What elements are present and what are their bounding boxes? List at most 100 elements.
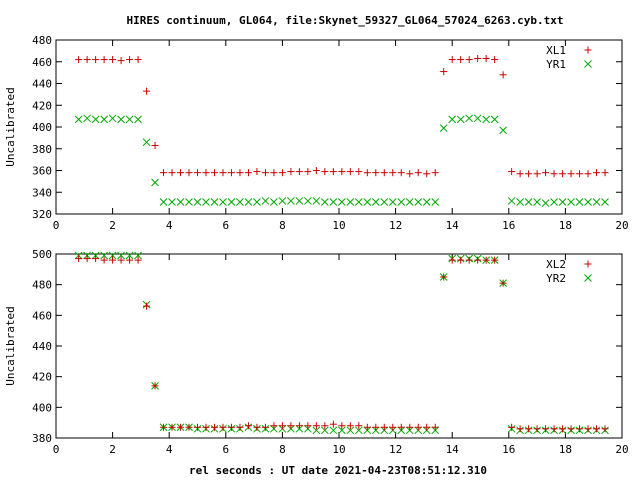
- data-point-xl1: [457, 56, 465, 64]
- data-point-yr1: [482, 115, 491, 124]
- data-point-xl1: [593, 169, 601, 177]
- data-point-yr1: [567, 198, 575, 206]
- x-tick-label: 6: [222, 443, 229, 456]
- data-point-xl1: [185, 169, 193, 177]
- data-point-yr2: [100, 251, 108, 260]
- data-point-yr1: [125, 115, 134, 124]
- data-point-xl2: [143, 302, 151, 310]
- data-point-yr2: [117, 251, 125, 260]
- data-point-xl2: [100, 256, 108, 264]
- data-point-xl2: [499, 279, 507, 287]
- data-point-xl1: [508, 168, 516, 176]
- y-tick-label: 420: [32, 99, 52, 112]
- data-point-xl2: [304, 422, 312, 430]
- data-point-yr2: [125, 251, 134, 260]
- data-point-xl2: [295, 422, 303, 430]
- plot-frame: [55, 39, 623, 215]
- data-point-yr1: [278, 197, 287, 205]
- x-tick-label: 12: [389, 443, 402, 456]
- data-point-xl2: [482, 256, 490, 264]
- bottom-panel: Uncalibrated 0 2 4 6 8 10 12 14 16 18 20 380 400 420 4…: [4, 248, 629, 456]
- data-point-xl2: [117, 256, 125, 264]
- data-point-xl1: [440, 68, 448, 76]
- data-point-yr1: [499, 126, 507, 135]
- x-tick-label: 8: [279, 443, 286, 456]
- data-point-yr1: [397, 198, 406, 206]
- x-tick-label: 6: [222, 219, 229, 232]
- data-point-xl2: [312, 422, 320, 430]
- x-tick-label: 10: [332, 443, 345, 456]
- data-point-yr1: [473, 114, 482, 123]
- y-tick-label: 320: [32, 208, 52, 221]
- legend-marker-yr1: [584, 60, 592, 68]
- data-point-xl2: [287, 422, 295, 430]
- data-point-xl2: [83, 255, 91, 263]
- data-point-xl1: [448, 56, 456, 64]
- data-point-xl2: [397, 423, 405, 431]
- legend-label: XL2: [546, 258, 566, 271]
- x-tick-label: 0: [53, 219, 60, 232]
- data-point-xl1: [287, 168, 295, 176]
- data-point-xl1: [194, 169, 201, 177]
- data-point-yr1: [287, 197, 295, 205]
- data-point-xl2: [414, 423, 422, 431]
- x-tick-label: 2: [109, 443, 116, 456]
- data-point-xl1: [210, 169, 218, 177]
- data-point-xl2: [576, 425, 584, 433]
- y-tick-label: 420: [32, 371, 52, 384]
- data-point-xl1: [363, 169, 371, 177]
- y-tick-label: 480: [32, 279, 52, 292]
- data-point-xl2: [457, 256, 465, 264]
- data-point-xl1: [601, 169, 609, 177]
- data-point-xl1: [346, 168, 354, 176]
- data-point-xl1: [516, 170, 524, 178]
- data-point-yr1: [202, 198, 210, 206]
- data-point-xl2: [601, 425, 609, 433]
- data-point-xl1: [202, 169, 210, 177]
- y-tick-label: 500: [32, 248, 52, 261]
- data-point-xl1: [109, 56, 117, 64]
- data-point-xl1: [126, 56, 134, 64]
- data-point-xl1: [559, 170, 567, 178]
- data-point-xl1: [380, 169, 388, 177]
- x-tick-label: 0: [53, 443, 60, 456]
- data-point-xl1: [406, 170, 414, 178]
- data-point-xl2: [593, 425, 601, 433]
- data-point-xl2: [236, 423, 244, 431]
- data-point-xl2: [491, 256, 499, 264]
- data-point-xl2: [160, 423, 168, 431]
- legend-marker-xl1: [584, 46, 592, 54]
- data-point-xl1: [474, 54, 482, 62]
- data-point-xl1: [160, 169, 168, 177]
- data-point-yr1: [253, 198, 261, 206]
- legend-label: XL1: [546, 44, 566, 57]
- data-point-xl2: [210, 423, 218, 431]
- x-tick-label: 14: [446, 443, 460, 456]
- data-point-xl1: [219, 169, 227, 177]
- data-point-yr1: [550, 198, 558, 206]
- x-tick-label: 20: [615, 443, 628, 456]
- data-point-yr1: [371, 198, 380, 206]
- y-tick-label: 360: [32, 165, 52, 178]
- data-point-xl1: [304, 168, 312, 176]
- data-point-xl2: [372, 423, 380, 431]
- data-point-xl2: [194, 423, 201, 431]
- data-point-xl2: [151, 382, 159, 390]
- data-point-xl1: [236, 169, 244, 177]
- data-point-xl2: [109, 256, 117, 264]
- x-tick-label: 4: [166, 443, 173, 456]
- data-point-xl2: [448, 256, 456, 264]
- y-tick-label: 380: [32, 143, 52, 156]
- data-point-yr2: [134, 251, 142, 260]
- data-point-xl1: [100, 56, 108, 64]
- data-point-yr1: [142, 138, 151, 147]
- data-point-xl2: [423, 423, 431, 431]
- axis-ticks: 0 2 4 6 8 10 12 14 16 18 20 320 340 360 380 400 420 440 46…: [32, 34, 629, 232]
- data-point-xl2: [202, 423, 210, 431]
- data-point-yr1: [575, 198, 584, 206]
- data-point-yr1: [533, 198, 541, 206]
- data-point-yr1: [380, 198, 389, 206]
- data-point-yr1: [108, 114, 117, 123]
- data-points: [74, 54, 609, 207]
